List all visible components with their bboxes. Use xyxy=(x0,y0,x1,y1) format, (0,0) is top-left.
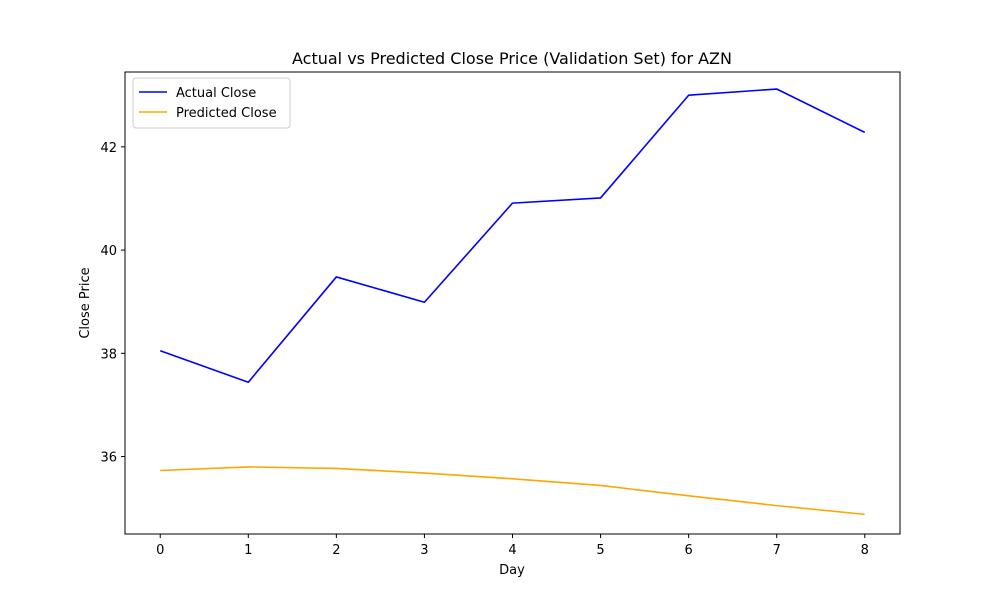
chart-title: Actual vs Predicted Close Price (Validat… xyxy=(292,49,732,68)
legend-label-0: Actual Close xyxy=(176,86,256,101)
x-tick-label: 5 xyxy=(596,543,604,558)
y-tick-label: 42 xyxy=(100,141,117,156)
x-tick-label: 7 xyxy=(773,543,781,558)
series-line-1 xyxy=(160,466,865,516)
axes-frame xyxy=(124,71,901,535)
x-axis-label: Day xyxy=(499,563,525,578)
plot-area xyxy=(159,88,866,516)
x-tick-label: 6 xyxy=(684,543,692,558)
axes: 0 1 2 3 4 5 6 7 8 36 38 40 42 xyxy=(100,71,901,558)
y-tick-label: 36 xyxy=(100,451,117,466)
series-line-0 xyxy=(159,88,866,384)
x-tick-label: 3 xyxy=(420,543,428,558)
legend-label-1: Predicted Close xyxy=(176,106,277,121)
x-tick-label: 0 xyxy=(156,543,164,558)
x-tick-label: 1 xyxy=(244,543,252,558)
x-tick-label: 4 xyxy=(508,543,516,558)
legend-box xyxy=(132,77,291,129)
x-tick-label: 8 xyxy=(861,543,869,558)
y-axis-label: Close Price xyxy=(78,267,93,338)
y-tick-label: 38 xyxy=(100,347,117,362)
x-tick-label: 2 xyxy=(332,543,340,558)
y-tick-label: 40 xyxy=(100,244,117,259)
legend: Actual Close Predicted Close xyxy=(132,77,291,129)
